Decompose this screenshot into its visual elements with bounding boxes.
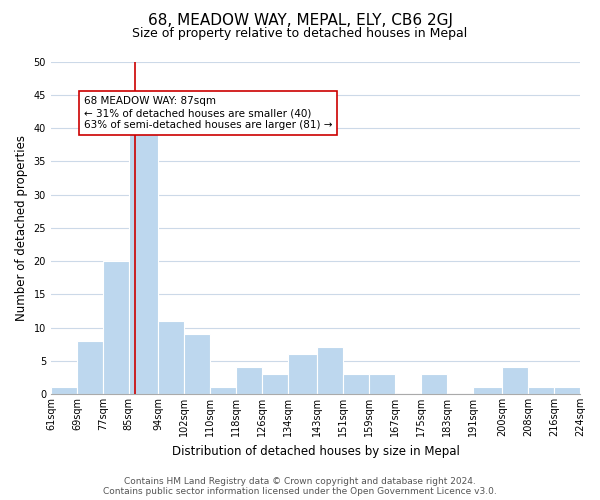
Bar (343, 374, 369, 394)
Bar (369, 374, 395, 394)
Bar (421, 374, 447, 394)
Text: 68, MEADOW WAY, MEPAL, ELY, CB6 2GJ: 68, MEADOW WAY, MEPAL, ELY, CB6 2GJ (148, 12, 452, 28)
Bar (502, 368, 528, 394)
Bar (288, 354, 317, 394)
Bar (528, 388, 554, 394)
Bar (262, 374, 288, 394)
Bar (236, 368, 262, 394)
Text: 68 MEADOW WAY: 87sqm
← 31% of detached houses are smaller (40)
63% of semi-detac: 68 MEADOW WAY: 87sqm ← 31% of detached h… (84, 96, 332, 130)
Bar (317, 348, 343, 394)
Bar (103, 261, 129, 394)
Text: Size of property relative to detached houses in Mepal: Size of property relative to detached ho… (133, 28, 467, 40)
Y-axis label: Number of detached properties: Number of detached properties (15, 135, 28, 321)
X-axis label: Distribution of detached houses by size in Mepal: Distribution of detached houses by size … (172, 444, 460, 458)
Bar (554, 388, 580, 394)
Bar (129, 122, 158, 394)
Bar (77, 341, 103, 394)
Bar (210, 388, 236, 394)
Bar (51, 388, 77, 394)
Bar (158, 321, 184, 394)
Bar (473, 388, 502, 394)
Text: Contains HM Land Registry data © Crown copyright and database right 2024.
Contai: Contains HM Land Registry data © Crown c… (103, 476, 497, 496)
Bar (184, 334, 210, 394)
